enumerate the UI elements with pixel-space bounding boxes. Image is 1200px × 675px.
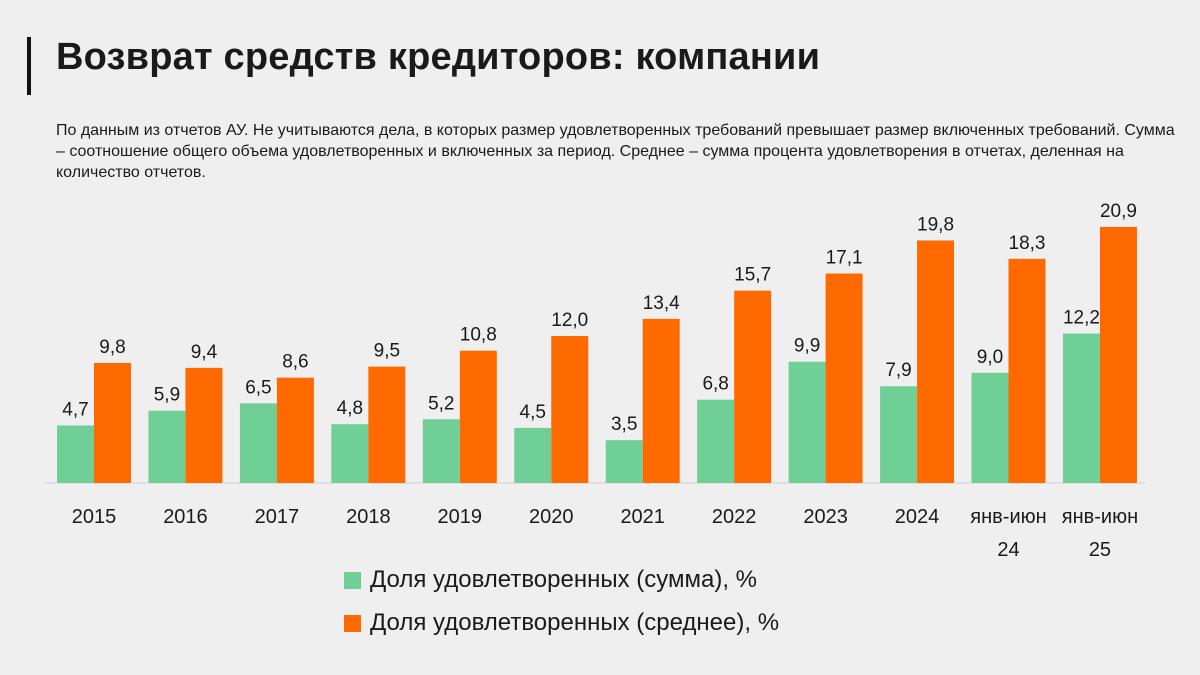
legend-swatch-sum xyxy=(344,571,361,589)
bar-sum xyxy=(605,440,643,483)
data-label: 15,7 xyxy=(734,265,771,286)
bar-avg xyxy=(734,290,772,483)
data-label: 9,0 xyxy=(977,347,1003,368)
x-tick-label: 2016 xyxy=(163,506,208,528)
bar-avg xyxy=(1099,226,1137,483)
bar-sum xyxy=(697,399,735,483)
x-tick-label: 2024 xyxy=(895,506,940,528)
bar-avg xyxy=(368,366,406,483)
data-label: 20,9 xyxy=(1100,201,1137,222)
x-tick-label: 2021 xyxy=(620,506,665,528)
data-label: 9,8 xyxy=(99,337,125,358)
bar-sum xyxy=(1062,333,1100,483)
x-tick-label: 2019 xyxy=(438,506,483,528)
data-label: 18,3 xyxy=(1009,233,1046,254)
data-label: 12,0 xyxy=(551,310,588,331)
bar-sum xyxy=(422,419,460,483)
x-tick-label: 25 xyxy=(1089,539,1111,561)
legend-label-avg: Доля удовлетворенных (среднее), % xyxy=(370,609,780,636)
x-tick-label: 2017 xyxy=(255,506,300,528)
bar-sum xyxy=(514,427,552,483)
data-label: 6,8 xyxy=(702,374,728,395)
data-label: 6,5 xyxy=(245,377,271,398)
data-label: 17,1 xyxy=(826,248,863,269)
data-label: 5,9 xyxy=(154,385,180,406)
bar-avg xyxy=(276,377,314,483)
data-label: 4,5 xyxy=(520,402,546,423)
bar-sum xyxy=(331,424,369,483)
x-tick-label: 2023 xyxy=(803,506,848,528)
x-tick-label: янв-июн xyxy=(970,506,1046,528)
legend-item-avg: Доля удовлетворенных (среднее), % xyxy=(344,609,779,637)
legend-item-sum: Доля удовлетворенных (сумма), % xyxy=(344,566,757,594)
bar-avg xyxy=(1008,258,1046,483)
x-tick-label: 2018 xyxy=(346,506,391,528)
data-label: 9,4 xyxy=(191,342,218,363)
bar-avg xyxy=(459,350,497,483)
data-label: 4,8 xyxy=(337,398,363,419)
data-label: 4,7 xyxy=(62,399,88,420)
x-tick-label: 2015 xyxy=(72,506,117,528)
title-accent-bar xyxy=(27,37,31,95)
data-label: 19,8 xyxy=(917,214,954,235)
bar-avg xyxy=(917,240,955,483)
data-label: 7,9 xyxy=(885,360,911,381)
bar-sum xyxy=(57,425,94,483)
legend-swatch-avg xyxy=(344,614,361,632)
bar-avg xyxy=(551,336,589,483)
bar-avg xyxy=(94,362,131,483)
data-label: 9,5 xyxy=(374,341,400,362)
bar-avg xyxy=(642,318,680,483)
data-label: 5,2 xyxy=(428,393,454,414)
x-tick-label: 2020 xyxy=(529,506,574,528)
bar-avg xyxy=(185,367,223,483)
bar-avg xyxy=(825,273,863,483)
data-label: 8,6 xyxy=(282,352,308,373)
page-title: Возврат средств кредиторов: компании xyxy=(56,36,821,78)
x-tick-label: 24 xyxy=(997,539,1019,561)
data-label: 12,2 xyxy=(1063,308,1100,329)
legend-label-sum: Доля удовлетворенных (сумма), % xyxy=(370,566,757,593)
x-tick-label: 2022 xyxy=(712,506,757,528)
data-label: 10,8 xyxy=(460,325,497,346)
bar-sum xyxy=(880,386,918,483)
x-tick-label: янв-июн xyxy=(1062,506,1138,528)
bar-sum xyxy=(971,372,1009,483)
data-label: 9,9 xyxy=(794,336,820,357)
data-label: 13,4 xyxy=(643,293,680,314)
bar-sum xyxy=(148,410,186,483)
bar-sum xyxy=(788,361,826,483)
subtitle: По данным из отчетов АУ. Не учитываются … xyxy=(56,122,1175,181)
data-label: 3,5 xyxy=(611,414,637,435)
bar-sum xyxy=(239,403,277,483)
